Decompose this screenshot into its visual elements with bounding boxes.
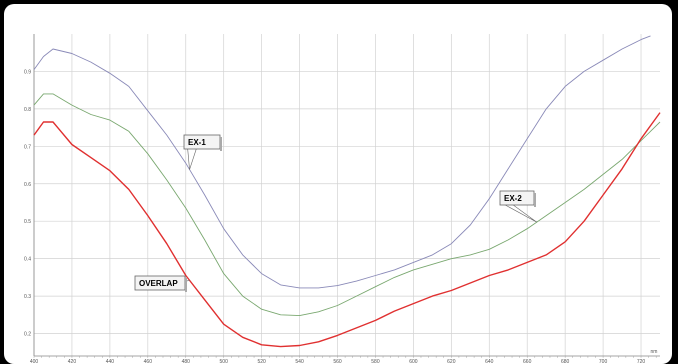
x-tick-label: 400	[30, 359, 39, 364]
series-line-ex-1	[33, 35, 651, 289]
x-tick-label: 520	[257, 359, 266, 364]
x-tick-label: 620	[447, 359, 456, 364]
x-tick-label: 580	[371, 359, 380, 364]
y-tick-label: 0.5	[24, 219, 31, 225]
x-tick-label: 640	[485, 359, 494, 364]
x-tick-label: 600	[409, 359, 418, 364]
x-tick-label: 500	[220, 359, 229, 364]
x-tick-label: 480	[182, 359, 191, 364]
x-unit-label: nm	[651, 349, 658, 355]
x-tick-label: 440	[106, 359, 115, 364]
callout-label: OVERLAP	[139, 279, 178, 288]
callout-label: EX-2	[504, 194, 522, 203]
y-tick-label: 0.9	[24, 69, 31, 75]
y-tick-label: 0.7	[24, 144, 31, 150]
x-tick-label: 540	[295, 359, 304, 364]
x-tick-label: 460	[144, 359, 153, 364]
y-tick-label: 0.2	[24, 332, 31, 338]
x-tick-labels: 400 420 440 460 480 500 520 540 560 580 600 620 640 6…	[30, 359, 646, 364]
x-tick-label: 560	[333, 359, 342, 364]
x-tick-label: 680	[561, 359, 570, 364]
callout-shadow	[534, 193, 536, 207]
axes: nm	[33, 34, 660, 358]
y-tick-label: 0.4	[24, 257, 31, 263]
callout-overlap: OVERLAP	[134, 275, 190, 292]
series-line-overlap	[33, 112, 661, 348]
y-tick-label: 0.6	[24, 182, 31, 188]
callout-ex-2: EX-2	[499, 190, 537, 223]
callout-pointer	[187, 147, 198, 170]
x-tick-label: 700	[599, 359, 608, 364]
callout-shadow	[185, 278, 187, 292]
series-lines	[33, 35, 661, 348]
y-tick-labels: 0.2 0.3 0.4 0.5 0.6 0.7 0.8 0.9	[24, 69, 31, 337]
x-tick-label: 660	[523, 359, 532, 364]
x-tick-label: 420	[68, 359, 77, 364]
series-line-ex-2	[33, 93, 661, 317]
chart-panel: nm 400 420 440 460 480 500 520 540 560 580 600 620 6…	[4, 4, 672, 364]
callouts: EX-1 EX-2 OVERLAP	[134, 134, 537, 292]
callout-ex-1: EX-1	[183, 134, 222, 170]
y-tick-label: 0.3	[24, 294, 31, 300]
y-tick-label: 0.8	[24, 107, 31, 113]
callout-label: EX-1	[188, 138, 206, 147]
callout-pointer	[503, 203, 537, 223]
spectrum-chart: nm 400 420 440 460 480 500 520 540 560 580 600 620 6…	[24, 34, 661, 364]
x-tick-label: 720	[637, 359, 646, 364]
callout-shadow	[220, 137, 222, 151]
grid	[33, 34, 660, 356]
